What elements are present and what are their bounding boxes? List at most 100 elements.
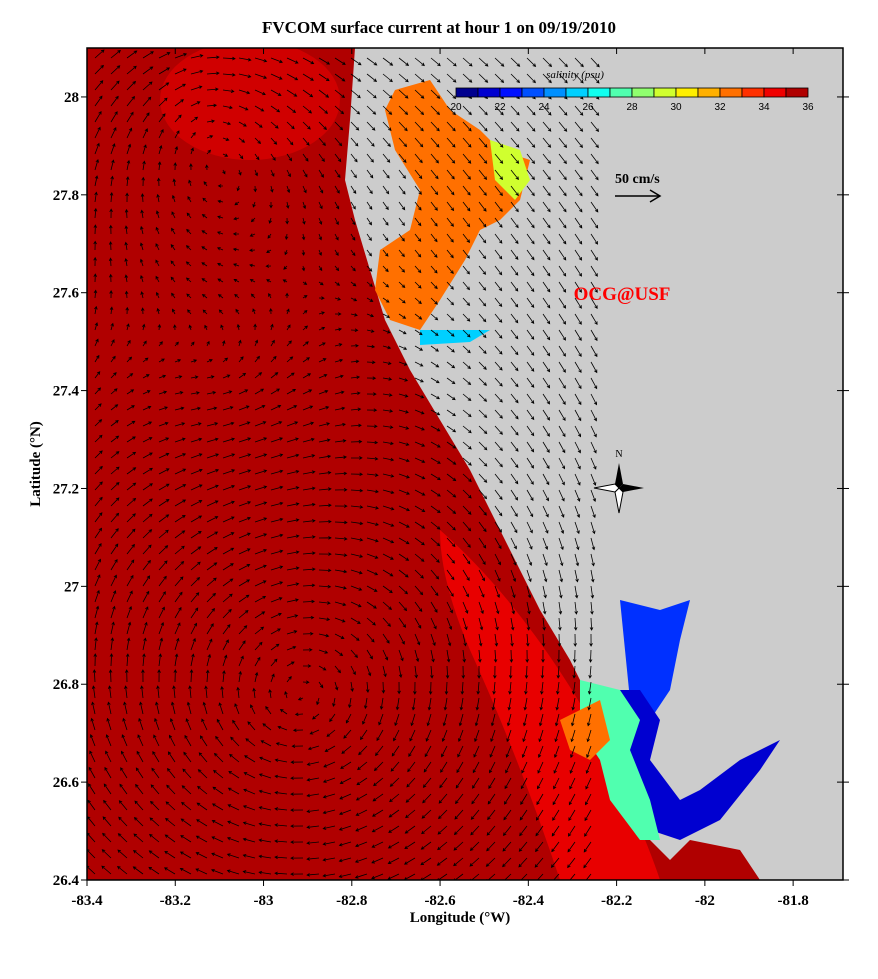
colorbar-segment bbox=[455, 87, 479, 98]
current-vector-arrow bbox=[382, 393, 393, 397]
current-vector-arrow bbox=[158, 113, 166, 123]
current-vector-arrow bbox=[587, 681, 592, 695]
current-vector-arrow bbox=[478, 249, 487, 260]
current-vector-arrow bbox=[270, 404, 282, 411]
current-vector-arrow bbox=[307, 745, 320, 751]
current-vector-arrow bbox=[414, 377, 424, 383]
current-vector-arrow bbox=[586, 745, 592, 759]
current-vector-arrow bbox=[302, 325, 309, 331]
current-vector-arrow bbox=[93, 653, 98, 667]
current-vector-arrow bbox=[306, 857, 320, 861]
current-vector-arrow bbox=[414, 473, 426, 480]
current-vector-arrow bbox=[110, 574, 117, 587]
current-vector-arrow bbox=[371, 873, 384, 880]
current-vector-arrow bbox=[414, 665, 418, 679]
current-vector-arrow bbox=[274, 790, 288, 795]
current-vector-arrow bbox=[398, 297, 406, 304]
current-vector-arrow bbox=[424, 745, 432, 758]
current-vector-arrow bbox=[539, 697, 544, 711]
current-vector-arrow bbox=[590, 329, 598, 342]
current-vector-arrow bbox=[398, 313, 407, 319]
current-vector-arrow bbox=[366, 537, 379, 543]
current-vector-arrow bbox=[398, 169, 406, 179]
current-vector-arrow bbox=[334, 169, 341, 179]
current-vector-arrow bbox=[258, 773, 272, 779]
current-vector-arrow bbox=[350, 89, 361, 99]
current-vector-arrow bbox=[302, 137, 310, 146]
current-vector-arrow bbox=[478, 649, 482, 663]
current-vector-arrow bbox=[302, 567, 316, 572]
current-vector-arrow bbox=[173, 162, 177, 171]
current-vector-arrow bbox=[222, 390, 233, 395]
current-vector-arrow bbox=[230, 736, 240, 747]
current-vector-arrow bbox=[142, 144, 147, 155]
current-vector-arrow bbox=[158, 653, 163, 667]
current-vector-arrow bbox=[142, 96, 152, 107]
current-vector-arrow bbox=[360, 729, 368, 741]
current-vector-arrow bbox=[125, 176, 130, 187]
current-vector-arrow bbox=[430, 281, 438, 290]
current-vector-arrow bbox=[90, 717, 96, 731]
current-vector-arrow bbox=[334, 439, 347, 443]
current-vector-arrow bbox=[485, 857, 496, 867]
current-vector-arrow bbox=[238, 594, 250, 603]
current-vector-arrow bbox=[469, 841, 480, 851]
current-vector-arrow bbox=[590, 521, 596, 535]
current-vector-arrow bbox=[462, 601, 469, 614]
current-vector-arrow bbox=[201, 718, 208, 731]
current-vector-arrow bbox=[174, 53, 188, 59]
current-vector-arrow bbox=[318, 73, 330, 82]
current-vector-arrow bbox=[302, 631, 314, 636]
current-vector-arrow bbox=[381, 681, 386, 694]
current-vector-arrow bbox=[382, 569, 394, 577]
current-vector-arrow bbox=[265, 264, 272, 268]
current-vector-arrow bbox=[590, 217, 599, 229]
current-vector-arrow bbox=[290, 872, 304, 876]
current-vector-arrow bbox=[158, 421, 169, 427]
current-vector-arrow bbox=[254, 469, 268, 475]
current-vector-arrow bbox=[462, 505, 472, 515]
current-vector-arrow bbox=[158, 437, 170, 443]
current-vector-arrow bbox=[542, 57, 553, 68]
current-vector-arrow bbox=[254, 89, 266, 96]
current-vector-arrow bbox=[302, 486, 316, 491]
current-vector-arrow bbox=[270, 105, 281, 113]
current-vector-arrow bbox=[302, 437, 315, 443]
current-vector-arrow bbox=[182, 768, 192, 779]
current-vector-arrow bbox=[206, 135, 214, 139]
current-vector-arrow bbox=[286, 502, 300, 507]
current-vector-arrow bbox=[286, 437, 299, 443]
current-vector-arrow bbox=[398, 89, 409, 99]
current-vector-arrow bbox=[590, 601, 594, 615]
current-vector-arrow bbox=[322, 809, 336, 815]
colorbar-segment bbox=[763, 87, 787, 98]
current-vector-arrow bbox=[446, 249, 454, 259]
current-vector-arrow bbox=[306, 841, 320, 845]
current-vector-arrow bbox=[142, 421, 153, 427]
current-vector-arrow bbox=[405, 809, 416, 819]
current-vector-arrow bbox=[254, 153, 260, 161]
current-vector-arrow bbox=[198, 752, 208, 763]
current-vector-arrow bbox=[228, 770, 240, 779]
current-vector-arrow bbox=[190, 116, 199, 123]
current-vector-arrow bbox=[366, 505, 379, 510]
current-vector-arrow bbox=[94, 512, 103, 523]
current-vector-arrow bbox=[430, 441, 441, 448]
current-vector-arrow bbox=[553, 777, 560, 790]
current-vector-arrow bbox=[421, 825, 432, 835]
current-vector-arrow bbox=[421, 809, 432, 819]
current-vector-arrow bbox=[590, 281, 598, 293]
current-vector-arrow bbox=[462, 457, 472, 466]
current-vector-arrow bbox=[252, 687, 256, 699]
current-vector-arrow bbox=[318, 633, 330, 638]
current-vector-arrow bbox=[286, 550, 300, 555]
current-vector-arrow bbox=[250, 217, 256, 223]
current-vector-arrow bbox=[124, 274, 129, 283]
current-vector-arrow bbox=[222, 169, 226, 175]
current-vector-arrow bbox=[506, 713, 512, 727]
current-vector-arrow bbox=[180, 818, 192, 827]
current-vector-arrow bbox=[494, 569, 501, 582]
current-vector-arrow bbox=[249, 233, 256, 237]
current-vector-arrow bbox=[382, 361, 392, 365]
